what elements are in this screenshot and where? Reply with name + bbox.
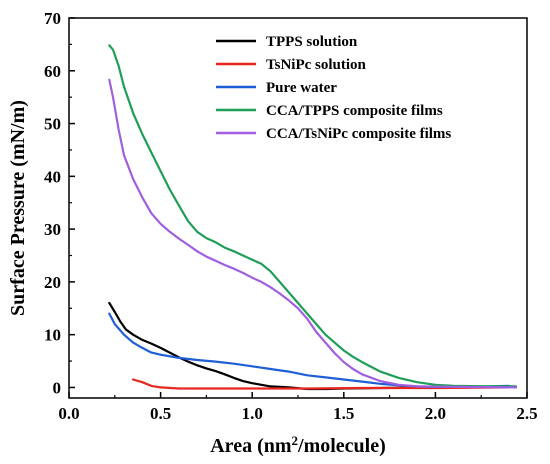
y-tick-label: 60: [44, 62, 61, 81]
y-axis-title: Surface Pressure (mN/m): [7, 100, 29, 316]
series-line-5: [108, 78, 518, 389]
legend-label: CCA/TPPS composite films: [266, 103, 443, 119]
x-tick-label: 2.5: [516, 404, 537, 423]
y-tick-label: 40: [44, 167, 61, 186]
y-tick-label: 50: [44, 115, 61, 134]
y-tick-label: 30: [44, 220, 61, 239]
x-axis-title: Area (nm2/molecule): [210, 433, 386, 458]
x-axis-title-main: Area (nm: [210, 435, 292, 457]
series-line-4: [108, 44, 518, 388]
x-tick-label: 1.0: [242, 404, 263, 423]
legend-label: CCA/TsNiPc composite films: [266, 126, 451, 142]
x-tick-label: 2.0: [425, 404, 446, 423]
plot-frame: [68, 17, 528, 399]
y-tick-label: 20: [44, 273, 61, 292]
x-tick-label: 0.0: [58, 404, 79, 423]
series-line-3: [108, 312, 518, 389]
x-axis-title-superscript: 2: [292, 433, 299, 448]
legend-label: Pure water: [266, 80, 337, 96]
y-tick-label: 0: [53, 378, 62, 397]
x-tick-label: 1.5: [333, 404, 354, 423]
legend-label: TsNiPc solution: [266, 57, 367, 73]
y-tick-label: 10: [44, 326, 61, 345]
legend: TPPS solution TsNiPc solution Pure water CC…: [216, 34, 451, 142]
ticks-layer: 0.0 0.5 1.0 1.5 2.0 2.5 0 10 20 30 40 50 60 70: [44, 9, 538, 423]
x-axis-title-tail: /molecule): [297, 435, 386, 457]
x-tick-label: 0.5: [150, 404, 171, 423]
series-layer: [108, 44, 518, 391]
y-tick-label: 70: [44, 9, 61, 28]
series-line-2: [132, 378, 510, 390]
legend-label: TPPS solution: [266, 34, 358, 50]
